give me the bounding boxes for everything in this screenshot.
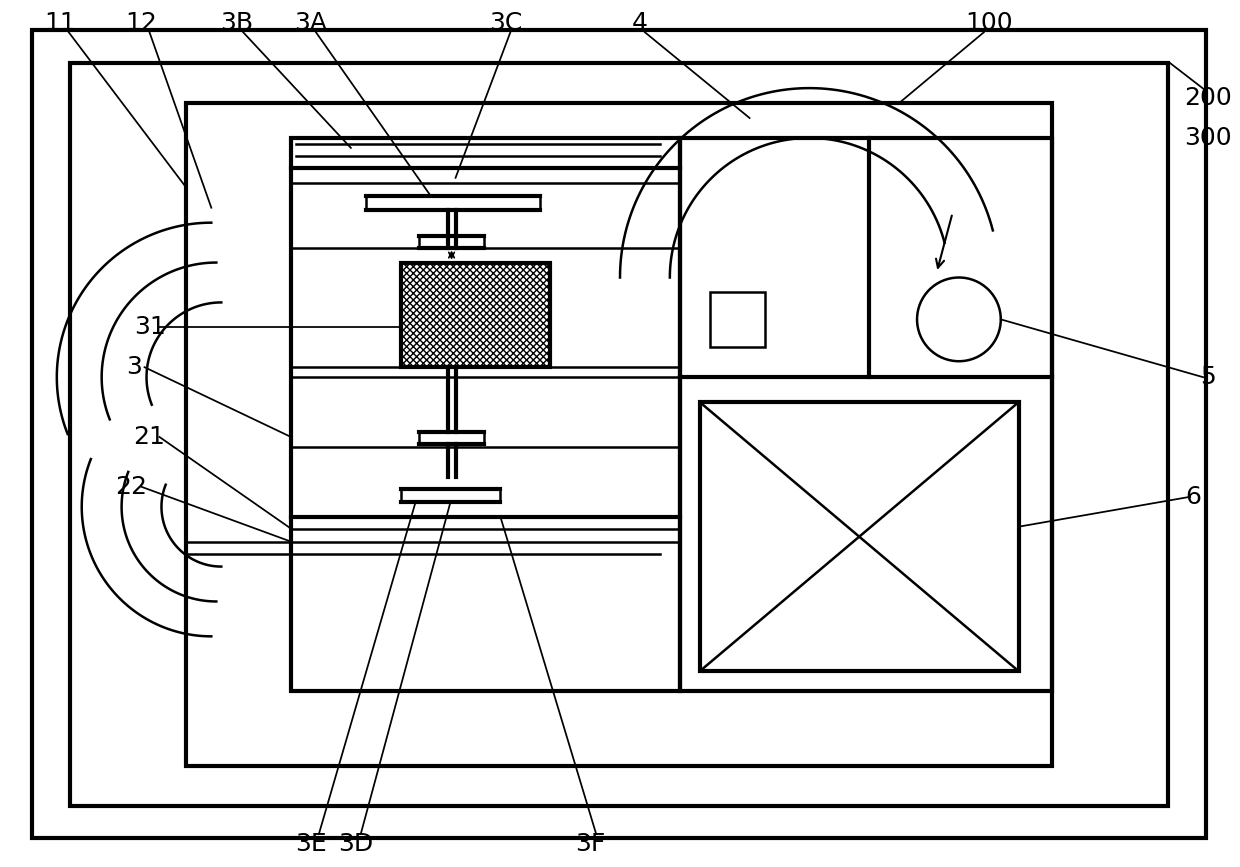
Text: 12: 12 xyxy=(125,11,157,36)
Bar xyxy=(69,63,1168,805)
Bar xyxy=(709,292,765,348)
Text: 3F: 3F xyxy=(575,831,605,856)
Bar xyxy=(401,263,551,368)
Text: 300: 300 xyxy=(1184,126,1231,150)
Text: 3: 3 xyxy=(126,355,143,379)
Text: 200: 200 xyxy=(1184,86,1233,110)
Text: 21: 21 xyxy=(134,425,165,449)
Text: 22: 22 xyxy=(115,475,148,499)
Text: 4: 4 xyxy=(632,11,649,36)
Text: 3B: 3B xyxy=(219,11,253,36)
Text: 5: 5 xyxy=(1200,365,1216,389)
Text: 11: 11 xyxy=(43,11,76,36)
Bar xyxy=(680,138,1052,691)
Text: 3D: 3D xyxy=(339,831,373,856)
Bar xyxy=(186,103,1052,766)
Text: 3A: 3A xyxy=(294,11,327,36)
Text: 6: 6 xyxy=(1185,485,1202,509)
Text: 31: 31 xyxy=(134,316,165,339)
Text: 100: 100 xyxy=(965,11,1013,36)
Text: 3C: 3C xyxy=(489,11,522,36)
Text: 3E: 3E xyxy=(295,831,327,856)
Bar xyxy=(699,402,1019,671)
Bar xyxy=(291,138,680,691)
